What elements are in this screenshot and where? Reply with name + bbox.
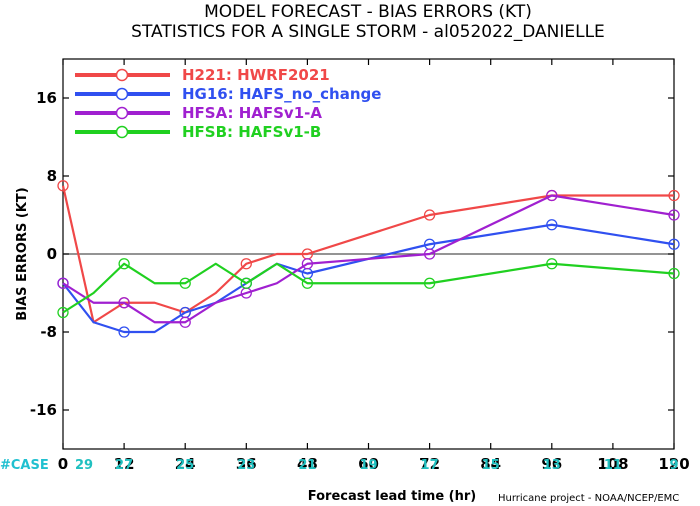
data-point xyxy=(546,258,558,270)
data-point xyxy=(179,316,191,328)
y-tick-label: 8 xyxy=(47,167,57,185)
x-tick-label: 108 xyxy=(597,455,628,473)
series-3 xyxy=(57,189,680,328)
series-line xyxy=(61,185,674,324)
series-4 xyxy=(57,258,680,319)
legend-label: HFSA: HAFSv1-A xyxy=(182,104,322,122)
x-tick-label: 12 xyxy=(114,455,135,473)
x-tick-label: 96 xyxy=(541,455,562,473)
case-count: 19 xyxy=(359,458,377,473)
legend-label: H221: HWRF2021 xyxy=(182,66,330,84)
x-tick-label: 24 xyxy=(175,455,196,473)
data-point xyxy=(118,258,130,270)
case-count: 25 xyxy=(176,458,194,473)
y-axis: -16 -8 0 8 16 xyxy=(30,89,674,419)
case-count-label: #CASE xyxy=(0,458,49,473)
data-point xyxy=(668,189,680,202)
data-point xyxy=(423,277,436,289)
y-tick-label: 16 xyxy=(36,89,57,107)
data-point xyxy=(668,209,680,221)
case-count: 9 xyxy=(669,458,678,473)
legend-swatch-marker xyxy=(115,68,129,82)
series-line xyxy=(62,223,675,334)
legend-item: HFSA: HAFSv1-A xyxy=(75,104,322,122)
data-point xyxy=(301,277,314,289)
series-line xyxy=(62,262,675,314)
x-tick-label: 84 xyxy=(480,455,501,473)
x-tick-label: 0 xyxy=(58,455,68,473)
data-point xyxy=(118,297,130,309)
case-count: 17 xyxy=(421,458,439,473)
legend-swatch-marker xyxy=(115,125,129,139)
data-point xyxy=(546,219,558,231)
x-tick-label: 72 xyxy=(419,455,440,473)
case-count: 29 xyxy=(75,458,93,473)
case-count: 21 xyxy=(298,458,316,473)
data-point xyxy=(179,277,191,289)
legend-item: HG16: HAFS_no_change xyxy=(75,85,381,103)
data-point xyxy=(668,238,680,250)
x-tick-label: 120 xyxy=(658,455,689,473)
legend-label: HFSB: HAFSv1-B xyxy=(182,123,321,141)
data-point xyxy=(57,180,69,192)
legend-item: H221: HWRF2021 xyxy=(75,66,330,84)
x-tick-label: 60 xyxy=(358,455,379,473)
data-point xyxy=(118,326,130,338)
data-point xyxy=(240,277,252,289)
case-count-row: #CASE 29 27 25 23 21 19 17 15 13 11 9 xyxy=(0,458,679,473)
data-point xyxy=(57,277,69,289)
legend-item: HFSB: HAFSv1-B xyxy=(75,123,321,141)
data-point xyxy=(57,306,69,319)
case-count: 23 xyxy=(237,458,255,473)
y-tick-label: -16 xyxy=(30,401,57,419)
x-axis: 0 12 24 36 48 60 72 84 96 108 120 xyxy=(58,59,690,473)
x-tick-label: 36 xyxy=(236,455,257,473)
credit-text: Hurricane project - NOAA/NCEP/EMC xyxy=(498,493,679,504)
data-point xyxy=(301,258,314,270)
data-point xyxy=(240,258,252,270)
x-axis-label: Forecast lead time (hr) xyxy=(308,489,476,504)
chart-title: MODEL FORECAST - BIAS ERRORS (KT) xyxy=(204,2,532,22)
legend-swatch-marker xyxy=(115,87,129,101)
case-count: 27 xyxy=(115,458,133,473)
chart-subtitle: STATISTICS FOR A SINGLE STORM - al052022… xyxy=(131,22,605,42)
case-count: 13 xyxy=(543,458,561,473)
data-point xyxy=(423,248,436,260)
case-count: 11 xyxy=(604,458,622,473)
y-tick-label: 0 xyxy=(47,245,57,263)
data-point xyxy=(423,209,436,221)
x-tick-label: 48 xyxy=(297,455,318,473)
legend-label: HG16: HAFS_no_change xyxy=(182,85,381,103)
y-tick-label: -8 xyxy=(40,323,57,341)
data-point xyxy=(668,267,680,280)
case-count: 15 xyxy=(482,458,500,473)
legend-swatch-marker xyxy=(115,106,129,120)
y-axis-label: BIAS ERRORS (KT) xyxy=(15,187,30,320)
series-layer xyxy=(57,180,680,338)
data-point xyxy=(546,189,558,202)
